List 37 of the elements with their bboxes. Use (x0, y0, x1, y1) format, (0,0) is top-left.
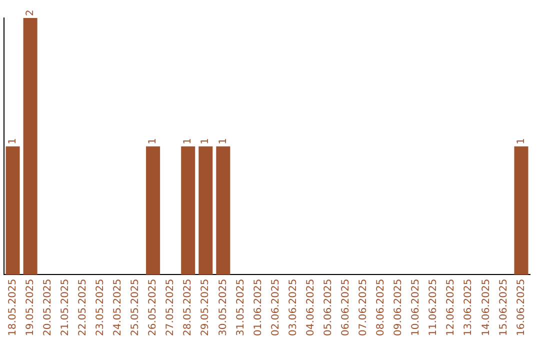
x-tick-label: 29.05.2025 (200, 278, 212, 336)
x-tick-label: 18.05.2025 (7, 278, 18, 336)
data-label: 1 (218, 138, 229, 144)
x-tick-label: 27.05.2025 (165, 278, 176, 336)
x-tick-label: 04.06.2025 (305, 278, 316, 336)
x-tick-label: 03.06.2025 (288, 278, 299, 336)
x-tick-label: 26.05.2025 (148, 278, 159, 336)
x-tick-label: 30.05.2025 (218, 278, 229, 336)
x-tick-label: 24.05.2025 (112, 278, 124, 336)
x-tick-label: 08.06.2025 (376, 278, 387, 336)
x-tick-label: 23.05.2025 (95, 278, 106, 336)
data-label: 2 (24, 10, 36, 16)
x-tick-label: 22.05.2025 (77, 278, 88, 336)
x-tick-label: 07.06.2025 (358, 278, 370, 336)
x-tick-label: 13.06.2025 (463, 278, 474, 336)
x-tick-label: 31.05.2025 (235, 278, 246, 336)
x-tick-label: 10.06.2025 (410, 278, 422, 336)
x-tick-label: 01.06.2025 (252, 278, 264, 336)
x-tick-label: 19.05.2025 (24, 278, 36, 336)
data-label: 1 (200, 138, 212, 144)
x-tick-label: 20.05.2025 (42, 278, 54, 336)
data-label: 1 (148, 138, 159, 144)
x-tick-label: 02.06.2025 (270, 278, 282, 336)
x-tick-label: 15.06.2025 (498, 278, 510, 336)
x-tick-label: 06.06.2025 (340, 278, 352, 336)
x-tick-label: 25.05.2025 (130, 278, 142, 336)
x-tick-label: 28.05.2025 (182, 278, 194, 336)
data-label: 1 (7, 138, 18, 144)
x-tick-label: 12.06.2025 (446, 278, 457, 336)
x-tick-label: 05.06.2025 (322, 278, 334, 336)
data-label: 1 (182, 138, 194, 144)
x-tick-label: 21.05.2025 (60, 278, 71, 336)
data-label: 1 (516, 138, 527, 144)
x-tick-label: 14.06.2025 (480, 278, 492, 336)
x-tick-label: 09.06.2025 (393, 278, 404, 336)
x-tick-label: 11.06.2025 (428, 278, 440, 336)
x-tick-label: 16.06.2025 (516, 278, 527, 336)
